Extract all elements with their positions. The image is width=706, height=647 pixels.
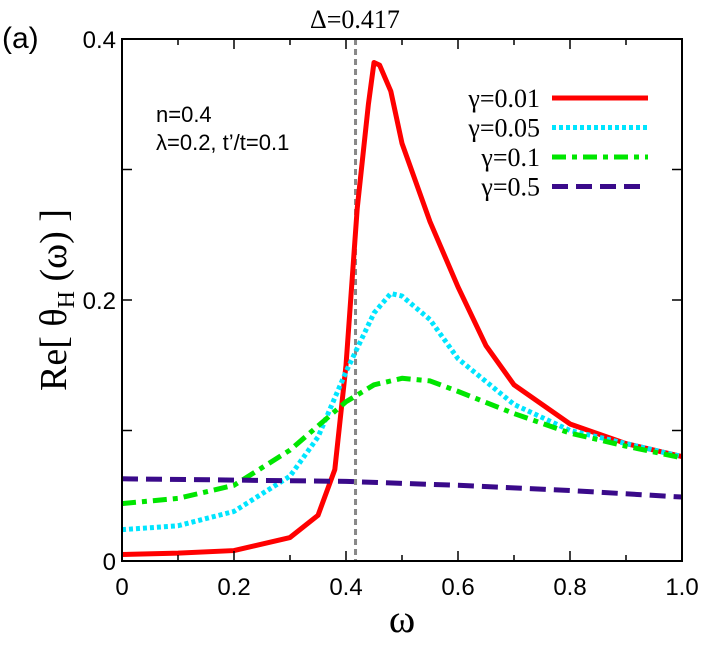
- series-line-3: [121, 476, 683, 500]
- y-tick-label: 0.4: [83, 27, 116, 54]
- legend-label-3: γ=0.5: [480, 173, 540, 202]
- series-line-0: [121, 59, 683, 557]
- legend-label-0: γ=0.01: [467, 84, 540, 113]
- y-axis-label-sub: H: [54, 291, 80, 308]
- x-tick-label: 0.6: [441, 574, 474, 601]
- x-tick-label: 0.4: [329, 574, 362, 601]
- y-axis-label: Re[ θH (ω) ]: [33, 209, 80, 391]
- params-line2: λ=0.2, t’/t=0.1: [156, 130, 289, 155]
- y-axis-label-pre: Re[ θ: [33, 308, 75, 391]
- legend-label-2: γ=0.1: [480, 143, 540, 172]
- panel-label: (a): [2, 22, 39, 55]
- x-tick-label: 1.0: [665, 574, 698, 601]
- x-tick-label: 0: [115, 574, 128, 601]
- x-tick-label: 0.2: [217, 574, 250, 601]
- y-axis-label-post: (ω) ]: [33, 209, 75, 291]
- series-line-2: [121, 375, 683, 507]
- x-tick-label: 0.8: [553, 574, 586, 601]
- series-line-1: [121, 290, 683, 533]
- y-tick-label: 0.2: [83, 288, 116, 315]
- legend-label-1: γ=0.05: [467, 114, 540, 143]
- delta-label: Δ=0.417: [310, 5, 400, 34]
- y-tick-label: 0: [103, 549, 116, 576]
- params-line1: n=0.4: [156, 102, 212, 127]
- legend: γ=0.01γ=0.05γ=0.1γ=0.5: [467, 84, 648, 202]
- x-axis-label: ω: [389, 596, 415, 641]
